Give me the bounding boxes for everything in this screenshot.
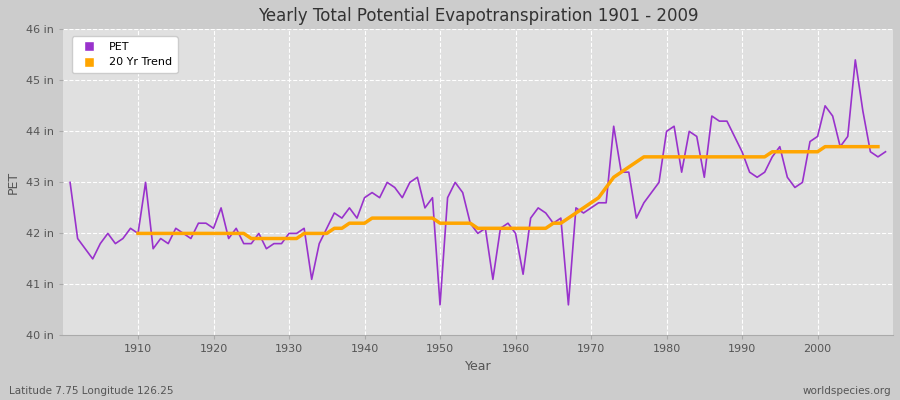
Text: Latitude 7.75 Longitude 126.25: Latitude 7.75 Longitude 126.25 [9, 386, 174, 396]
Y-axis label: PET: PET [7, 171, 20, 194]
Title: Yearly Total Potential Evapotranspiration 1901 - 2009: Yearly Total Potential Evapotranspiratio… [257, 7, 698, 25]
X-axis label: Year: Year [464, 360, 491, 373]
Text: worldspecies.org: worldspecies.org [803, 386, 891, 396]
Legend: PET, 20 Yr Trend: PET, 20 Yr Trend [72, 36, 177, 73]
